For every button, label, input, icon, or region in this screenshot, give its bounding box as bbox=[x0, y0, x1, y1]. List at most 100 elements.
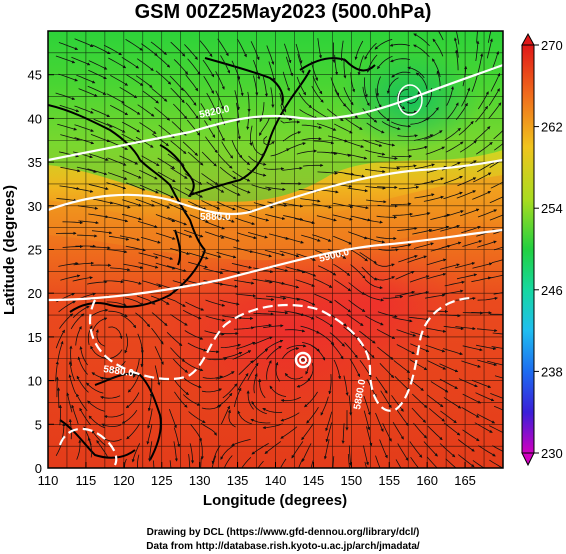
streamline-arrow bbox=[279, 282, 300, 289]
streamline-arrow bbox=[174, 380, 190, 396]
contour-5900 bbox=[48, 228, 503, 302]
streamline-arrow bbox=[413, 33, 430, 47]
streamline-arrow bbox=[347, 153, 368, 160]
streamline-arrow bbox=[103, 280, 124, 284]
colorbar-tick-label: 230 bbox=[541, 446, 563, 461]
streamline-arrow bbox=[425, 293, 446, 299]
streamline-arrow bbox=[413, 242, 434, 249]
streamline-arrow bbox=[282, 71, 290, 92]
streamline-arrow bbox=[184, 330, 204, 340]
coast-hokkaido bbox=[299, 57, 376, 72]
streamline-arrow bbox=[397, 134, 418, 138]
streamline-arrow bbox=[167, 297, 186, 307]
streamline-arrow bbox=[169, 460, 172, 468]
streamline-arrow bbox=[236, 232, 257, 240]
streamline-arrow bbox=[294, 218, 316, 225]
streamline-arrow bbox=[167, 217, 187, 226]
streamline-arrow bbox=[262, 76, 269, 97]
streamline-arrow bbox=[443, 348, 463, 356]
y-tick-label: 35 bbox=[28, 155, 42, 170]
streamline-arrow bbox=[87, 280, 108, 285]
streamline-arrow bbox=[90, 134, 111, 143]
streamline-arrow bbox=[186, 119, 201, 136]
x-tick-label: 155 bbox=[378, 473, 400, 488]
streamline-arrow bbox=[155, 262, 176, 270]
streamline-arrow bbox=[87, 168, 108, 176]
streamline-arrow bbox=[151, 88, 168, 102]
streamline-arrow bbox=[182, 394, 201, 406]
streamline-arrow bbox=[285, 266, 306, 274]
streamline-arrow bbox=[71, 56, 91, 66]
streamline-arrow bbox=[232, 350, 252, 360]
streamline-arrow bbox=[76, 439, 82, 460]
coast-south-china bbox=[69, 249, 206, 313]
streamline-arrow bbox=[265, 214, 286, 220]
streamline-arrow bbox=[205, 299, 226, 307]
streamline-arrow bbox=[146, 424, 153, 445]
streamline-arrow bbox=[73, 187, 94, 193]
streamline-arrow bbox=[227, 409, 236, 428]
streamline-arrow bbox=[131, 443, 141, 463]
streamline-arrow bbox=[205, 136, 218, 154]
streamline-arrow bbox=[325, 411, 333, 432]
streamline-arrow bbox=[313, 278, 333, 288]
streamline-arrow bbox=[68, 374, 77, 394]
streamline-arrow bbox=[73, 261, 95, 266]
streamline-arrow bbox=[90, 246, 111, 250]
streamline-arrow bbox=[462, 311, 484, 315]
streamline-arrow bbox=[317, 265, 337, 276]
streamline-arrow bbox=[493, 129, 503, 140]
x-tick-label: 150 bbox=[340, 473, 362, 488]
streamline-arrow bbox=[108, 216, 129, 223]
streamline-arrow bbox=[87, 400, 105, 412]
x-tick-label: 140 bbox=[265, 473, 287, 488]
streamline-arrow bbox=[202, 59, 215, 78]
streamline-arrow bbox=[60, 166, 81, 173]
streamline-arrow bbox=[122, 199, 142, 207]
streamline-arrow bbox=[280, 182, 302, 186]
streamline-arrow bbox=[204, 231, 225, 239]
x-tick-label: 120 bbox=[113, 473, 135, 488]
streamline-arrow bbox=[259, 102, 265, 123]
streamline-arrow bbox=[167, 153, 185, 166]
streamline-arrow bbox=[363, 445, 369, 466]
streamline-arrow bbox=[409, 441, 423, 458]
y-tick-label: 5 bbox=[35, 417, 42, 432]
streamline-arrow bbox=[326, 108, 344, 122]
streamline-arrow bbox=[136, 58, 154, 71]
streamline-arrow bbox=[88, 184, 109, 191]
streamline-arrow bbox=[389, 43, 410, 47]
streamline-arrow bbox=[280, 120, 301, 124]
streamline-arrow bbox=[453, 37, 459, 58]
streamline-arrow bbox=[457, 177, 477, 187]
streamline-arrow bbox=[222, 383, 238, 399]
streamline-arrow bbox=[258, 378, 266, 399]
streamline-arrow bbox=[122, 103, 141, 115]
streamline-arrow bbox=[311, 203, 332, 209]
streamline-arrow bbox=[489, 459, 503, 468]
streamline-arrow bbox=[475, 40, 480, 62]
streamline-arrow bbox=[268, 61, 276, 82]
streamline-arrow bbox=[142, 280, 162, 288]
streamline-arrow bbox=[375, 412, 384, 432]
streamline-arrow bbox=[310, 460, 314, 468]
x-tick-label: 165 bbox=[454, 473, 476, 488]
streamline-arrow bbox=[443, 175, 463, 184]
streamline-arrow bbox=[170, 314, 188, 326]
streamline-arrow bbox=[284, 329, 306, 333]
streamline-arrow bbox=[302, 163, 324, 167]
streamline-arrow bbox=[445, 141, 464, 153]
streamline-arrow bbox=[392, 317, 413, 323]
streamline-arrow bbox=[439, 378, 458, 389]
typhoon-center-inner bbox=[299, 356, 307, 364]
streamline-arrow bbox=[330, 77, 340, 96]
streamline-arrow bbox=[432, 38, 444, 57]
streamline-arrow bbox=[211, 455, 217, 468]
streamline-arrow bbox=[222, 185, 241, 196]
streamline-arrow bbox=[91, 430, 106, 446]
streamline-arrow bbox=[110, 267, 131, 272]
streamline-arrow bbox=[341, 423, 345, 444]
streamline-arrow bbox=[74, 105, 94, 114]
streamline-arrow bbox=[235, 217, 256, 225]
streamline-arrow bbox=[296, 149, 318, 155]
